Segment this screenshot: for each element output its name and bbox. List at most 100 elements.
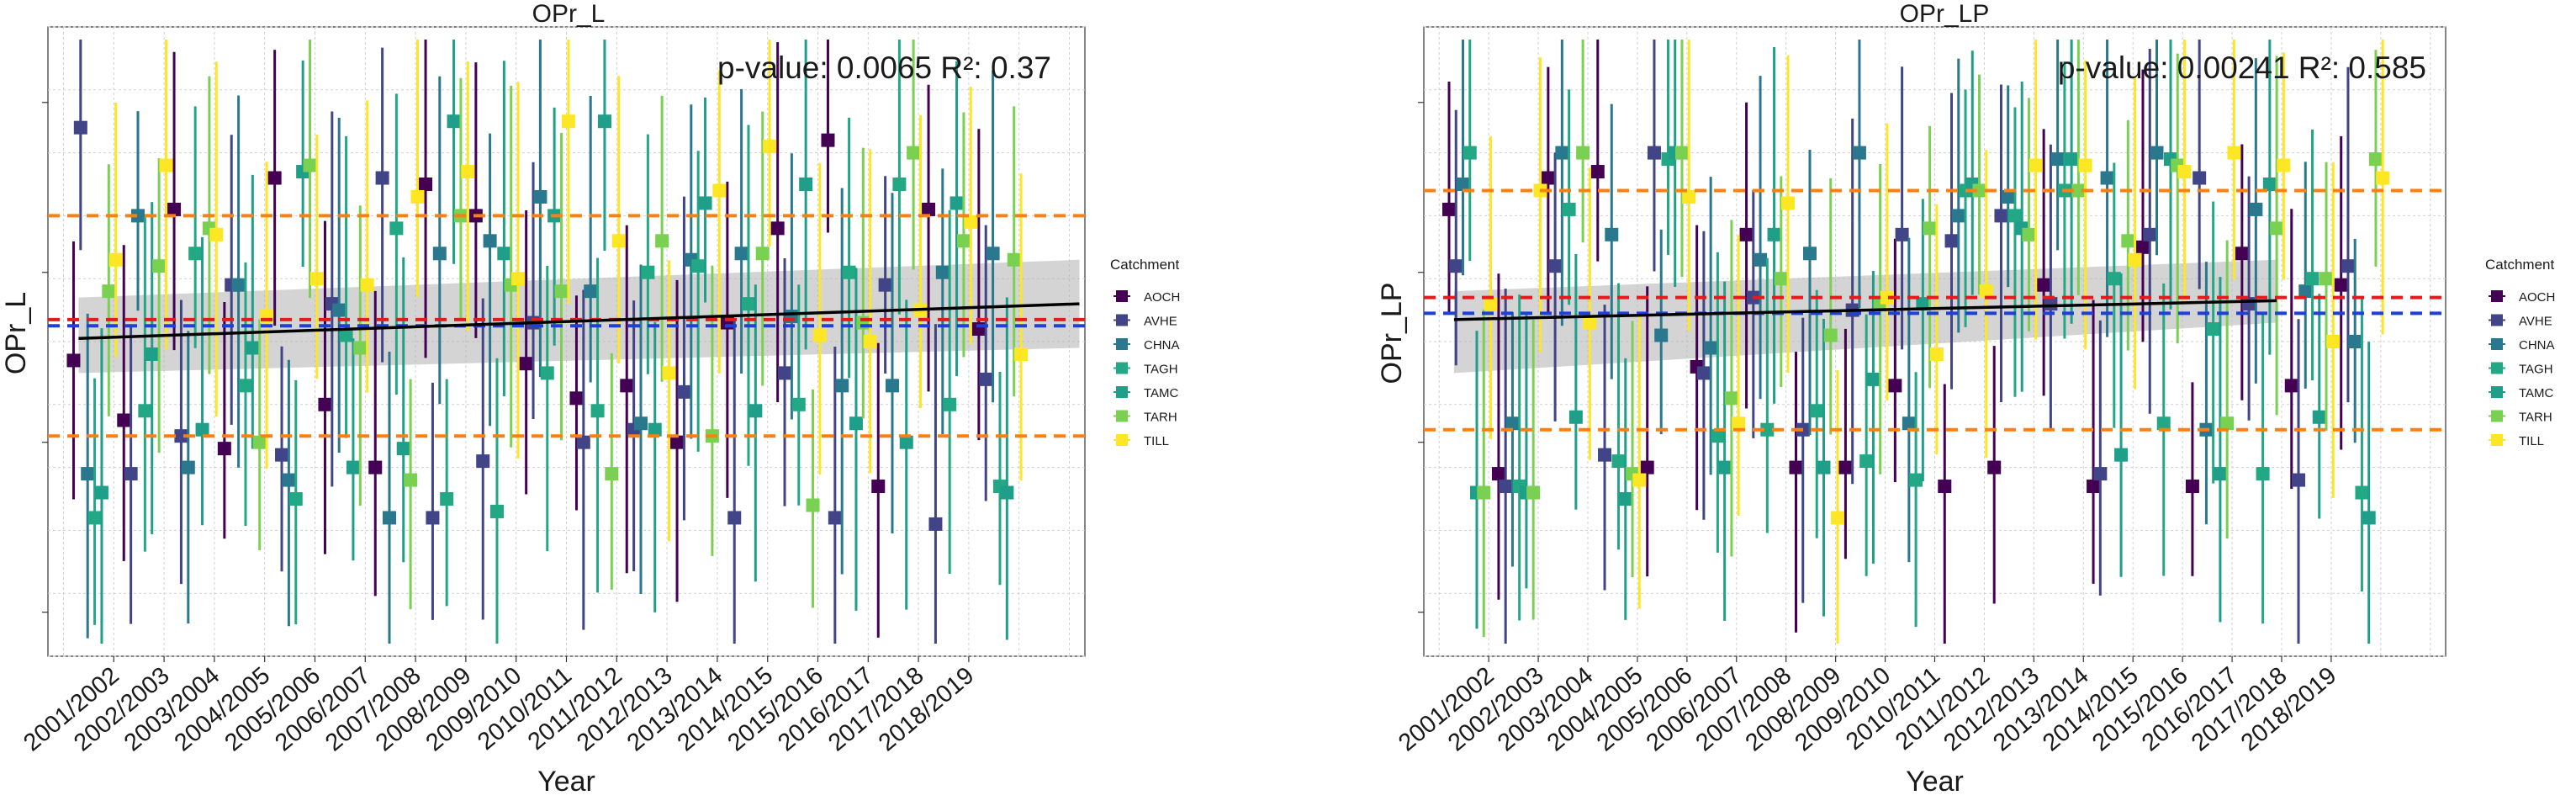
data-point (620, 379, 634, 393)
data-point (1789, 460, 1803, 475)
data-point (2037, 278, 2051, 292)
data-point (73, 120, 87, 135)
data-point (389, 221, 404, 236)
series-tarh (102, 39, 1021, 610)
x-tick-labels: 2001/20022002/20032003/20042004/20052005… (1394, 656, 2341, 756)
data-point (1711, 429, 1725, 443)
data-point (2135, 240, 2150, 254)
data-point (770, 221, 785, 236)
data-point (2078, 158, 2092, 172)
data-point (2065, 152, 2079, 167)
data-point (117, 413, 131, 427)
data-point (231, 278, 246, 292)
data-point (1774, 272, 1788, 286)
chart-opr-lp: 2001/20022002/20032003/20042004/20052005… (1376, 0, 2555, 798)
data-point (540, 366, 554, 380)
data-point (2107, 272, 2121, 286)
data-point (821, 133, 835, 147)
data-point (1724, 391, 1738, 406)
data-point (1583, 316, 1597, 330)
data-point (1888, 379, 1902, 393)
legend-label: AOCH (1144, 290, 1180, 305)
series-avhe (73, 39, 993, 644)
data-point (791, 397, 806, 411)
data-point (1548, 259, 1563, 273)
data-point (1739, 227, 1753, 241)
data-point (799, 178, 813, 191)
data-point (238, 379, 252, 393)
data-point (2100, 171, 2114, 185)
data-point (1456, 178, 1470, 191)
data-point (842, 265, 856, 279)
legend-key-tamc (2491, 386, 2503, 398)
data-point (497, 247, 511, 261)
data-point (152, 259, 167, 273)
legend-key-tarh (1116, 410, 1128, 422)
data-point (94, 485, 108, 500)
data-point (907, 146, 921, 160)
data-point (167, 202, 182, 216)
data-point (2262, 178, 2277, 191)
legend-label: TAMC (2519, 386, 2554, 400)
trend-line (1453, 299, 2277, 321)
data-point (2213, 467, 2227, 481)
data-point (1674, 146, 1689, 160)
series-chna (1456, 39, 2362, 567)
data-point (727, 511, 742, 525)
data-point (2193, 171, 2207, 185)
data-point (849, 416, 863, 431)
legend-key-tamc (1116, 386, 1128, 398)
series-avhe (1449, 39, 2355, 644)
data-point (339, 328, 353, 342)
data-point (835, 379, 849, 393)
data-point (332, 303, 346, 317)
data-point (368, 460, 383, 475)
legend-key-avhe (1116, 314, 1128, 326)
legend-label: AOCH (2519, 290, 2555, 305)
data-point (2001, 189, 2015, 204)
data-point (2334, 278, 2348, 292)
data-point (1605, 227, 1619, 241)
data-point (935, 265, 949, 279)
data-point (489, 504, 504, 518)
data-point (2270, 221, 2284, 236)
data-point (1866, 372, 1880, 386)
data-point (1618, 492, 1632, 506)
data-point (641, 265, 655, 279)
legend-label: CHNA (1144, 338, 1180, 353)
legend-label: CHNA (2519, 338, 2555, 353)
data-point (1817, 460, 1831, 475)
data-point (1477, 485, 1491, 500)
data-point (2206, 322, 2220, 337)
data-point (1505, 416, 1520, 431)
data-point (195, 422, 209, 437)
data-point (949, 196, 964, 210)
data-point (124, 467, 138, 481)
data-point (2256, 467, 2270, 481)
data-point (66, 353, 81, 368)
data-point (655, 234, 669, 248)
data-point (1944, 234, 1959, 248)
data-point (943, 397, 957, 411)
data-point (1696, 366, 1711, 380)
data-point (81, 467, 95, 481)
data-point (1562, 202, 1576, 216)
data-point (863, 335, 877, 348)
data-point (426, 511, 440, 525)
data-point (209, 227, 224, 241)
data-point (2362, 511, 2376, 525)
data-point (712, 183, 727, 198)
data-point (569, 391, 584, 406)
legend-label: TAGH (2519, 363, 2553, 377)
data-point (1568, 410, 1583, 424)
legend-label: TAGH (1144, 363, 1178, 377)
data-point (519, 357, 533, 371)
data-point (2087, 480, 2101, 494)
legend-key-avhe (2491, 314, 2503, 326)
data-point (2326, 335, 2341, 348)
data-point (561, 114, 575, 129)
data-point (597, 114, 611, 129)
legend-key-aoch (1116, 290, 1128, 302)
trend-line (78, 302, 1080, 341)
data-point (670, 435, 685, 449)
